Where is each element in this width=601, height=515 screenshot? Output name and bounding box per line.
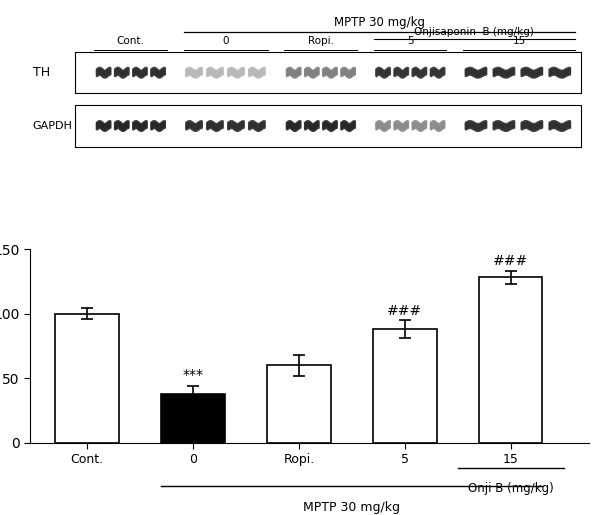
Text: Onji B (mg/kg): Onji B (mg/kg)	[468, 482, 554, 495]
Bar	[479, 278, 543, 443]
Text: GAPDH: GAPDH	[33, 121, 73, 131]
Bar	[267, 365, 331, 443]
Text: ***: ***	[183, 368, 204, 382]
Text: Ropi.: Ropi.	[308, 36, 334, 46]
Text: TH: TH	[33, 66, 50, 79]
Text: MPTP 30 mg/kg: MPTP 30 mg/kg	[334, 16, 425, 29]
Bar	[75, 106, 581, 147]
Text: ###: ###	[493, 254, 528, 268]
Text: ###: ###	[387, 303, 423, 318]
Text: MPTP 30 mg/kg: MPTP 30 mg/kg	[304, 501, 400, 514]
Bar	[373, 329, 436, 443]
Text: Onjisaponin  B (mg/kg): Onjisaponin B (mg/kg)	[415, 27, 534, 37]
Bar	[75, 52, 581, 93]
Text: Cont.: Cont.	[117, 36, 145, 46]
Text: 0: 0	[222, 36, 229, 46]
Text: 5: 5	[407, 36, 413, 46]
Text: 15: 15	[513, 36, 526, 46]
Bar	[161, 394, 225, 443]
Bar	[55, 314, 119, 443]
